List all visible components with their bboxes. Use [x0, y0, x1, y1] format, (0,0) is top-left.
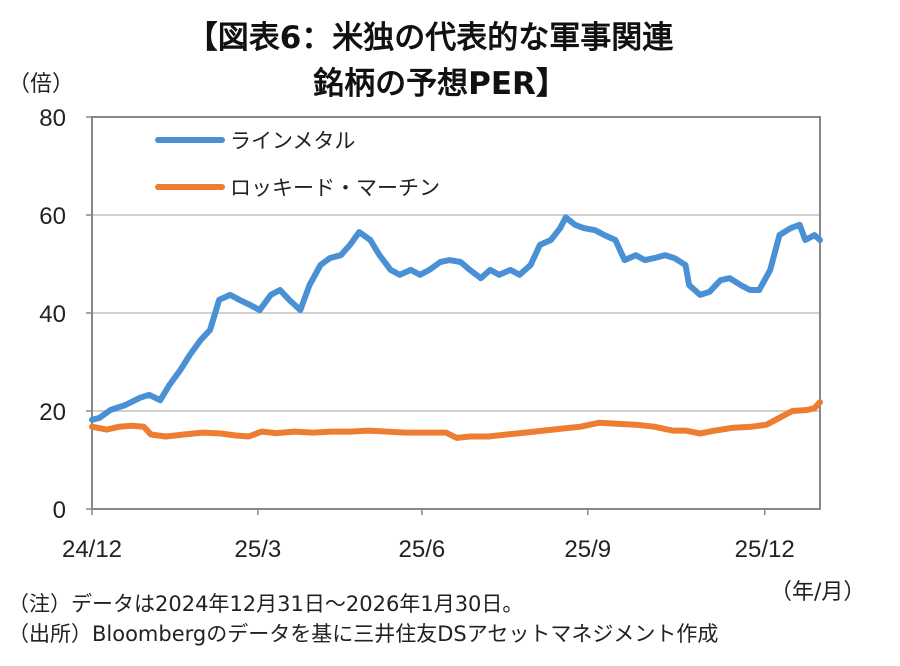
x-tick-label: 25/3: [235, 536, 282, 563]
y-tick-label: 80: [39, 105, 66, 132]
x-axis-unit: （年/月）: [770, 580, 866, 605]
legend-label-0: ラインメタル: [230, 129, 355, 153]
footnote: （注）データは2024年12月31日～2026年1月30日。: [8, 592, 524, 616]
x-tick-label: 25/6: [399, 536, 446, 563]
y-tick-label: 20: [39, 399, 66, 426]
y-tick-label: 0: [53, 497, 66, 524]
legend-label-1: ロッキード・マーチン: [230, 176, 440, 200]
chart-title-line1: 【図表6：米独の代表的な軍事関連: [186, 20, 674, 56]
chart-title-line2: 銘柄の予想PER】: [313, 66, 567, 102]
series-line-1: [89, 399, 823, 441]
plot-frame: [91, 116, 821, 510]
y-tick-label: 40: [39, 301, 66, 328]
x-tick-label: 25/12: [735, 536, 795, 563]
x-tick-label: 25/9: [564, 536, 611, 563]
series-line-0: [89, 214, 823, 423]
y-axis-unit: （倍）: [8, 72, 75, 97]
source-note: （出所）Bloombergのデータを基に三井住友DSアセットマネジメント作成: [8, 622, 719, 646]
y-tick-label: 60: [39, 203, 66, 230]
x-tick-label: 24/12: [62, 536, 122, 563]
